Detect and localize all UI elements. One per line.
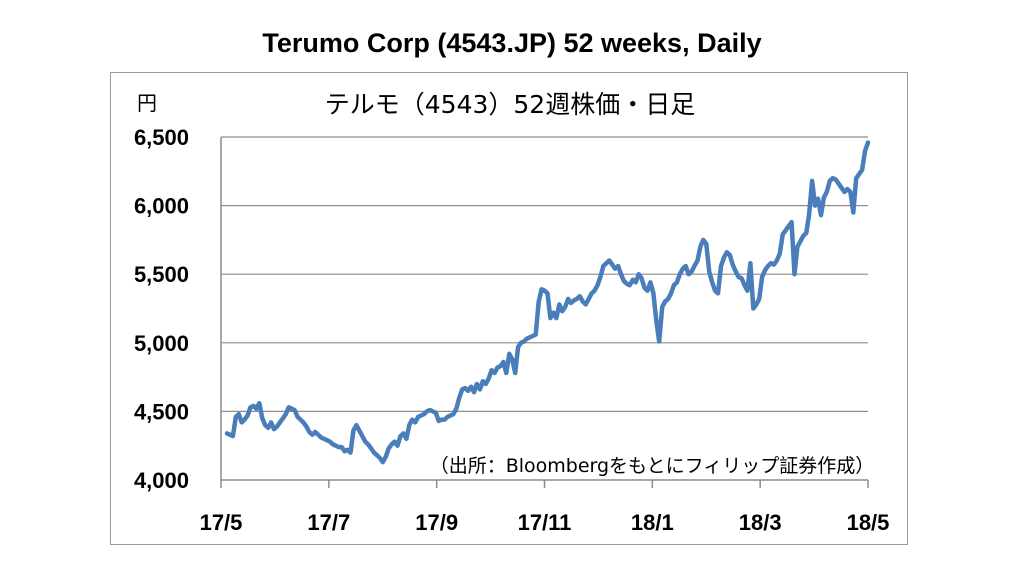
x-tick-label: 18/3 [739, 510, 782, 535]
y-tick-label: 6,000 [134, 194, 189, 219]
y-tick-label: 5,500 [134, 262, 189, 287]
chart-frame [110, 72, 908, 545]
y-tick-label: 4,500 [134, 399, 189, 424]
chart-title: テルモ（4543）52週株価・日足 [325, 90, 695, 119]
y-tick-label: 6,500 [134, 125, 189, 150]
x-tick-label: 17/9 [415, 510, 458, 535]
x-tick-label: 18/5 [847, 510, 890, 535]
x-tick-label: 18/1 [631, 510, 674, 535]
price-line [224, 140, 871, 465]
source-note: （出所：Bloombergをもとにフィリップ証券作成） [430, 455, 875, 477]
x-tick-label: 17/7 [307, 510, 350, 535]
x-tick-labels: 17/5 17/7 17/9 17/11 18/1 18/3 18/5 [200, 480, 890, 535]
outer-title: Terumo Corp (4543.JP) 52 weeks, Daily [262, 28, 762, 58]
x-tick-label: 17/5 [200, 510, 243, 535]
y-tick-label: 4,000 [134, 468, 189, 493]
y-tick-labels: 4,000 4,500 5,000 5,500 6,000 6,500 [134, 125, 189, 493]
x-tick-label: 17/11 [518, 510, 572, 535]
gridlines [221, 136, 868, 412]
y-tick-label: 5,000 [134, 331, 189, 356]
y-unit-label: 円 [137, 91, 157, 115]
